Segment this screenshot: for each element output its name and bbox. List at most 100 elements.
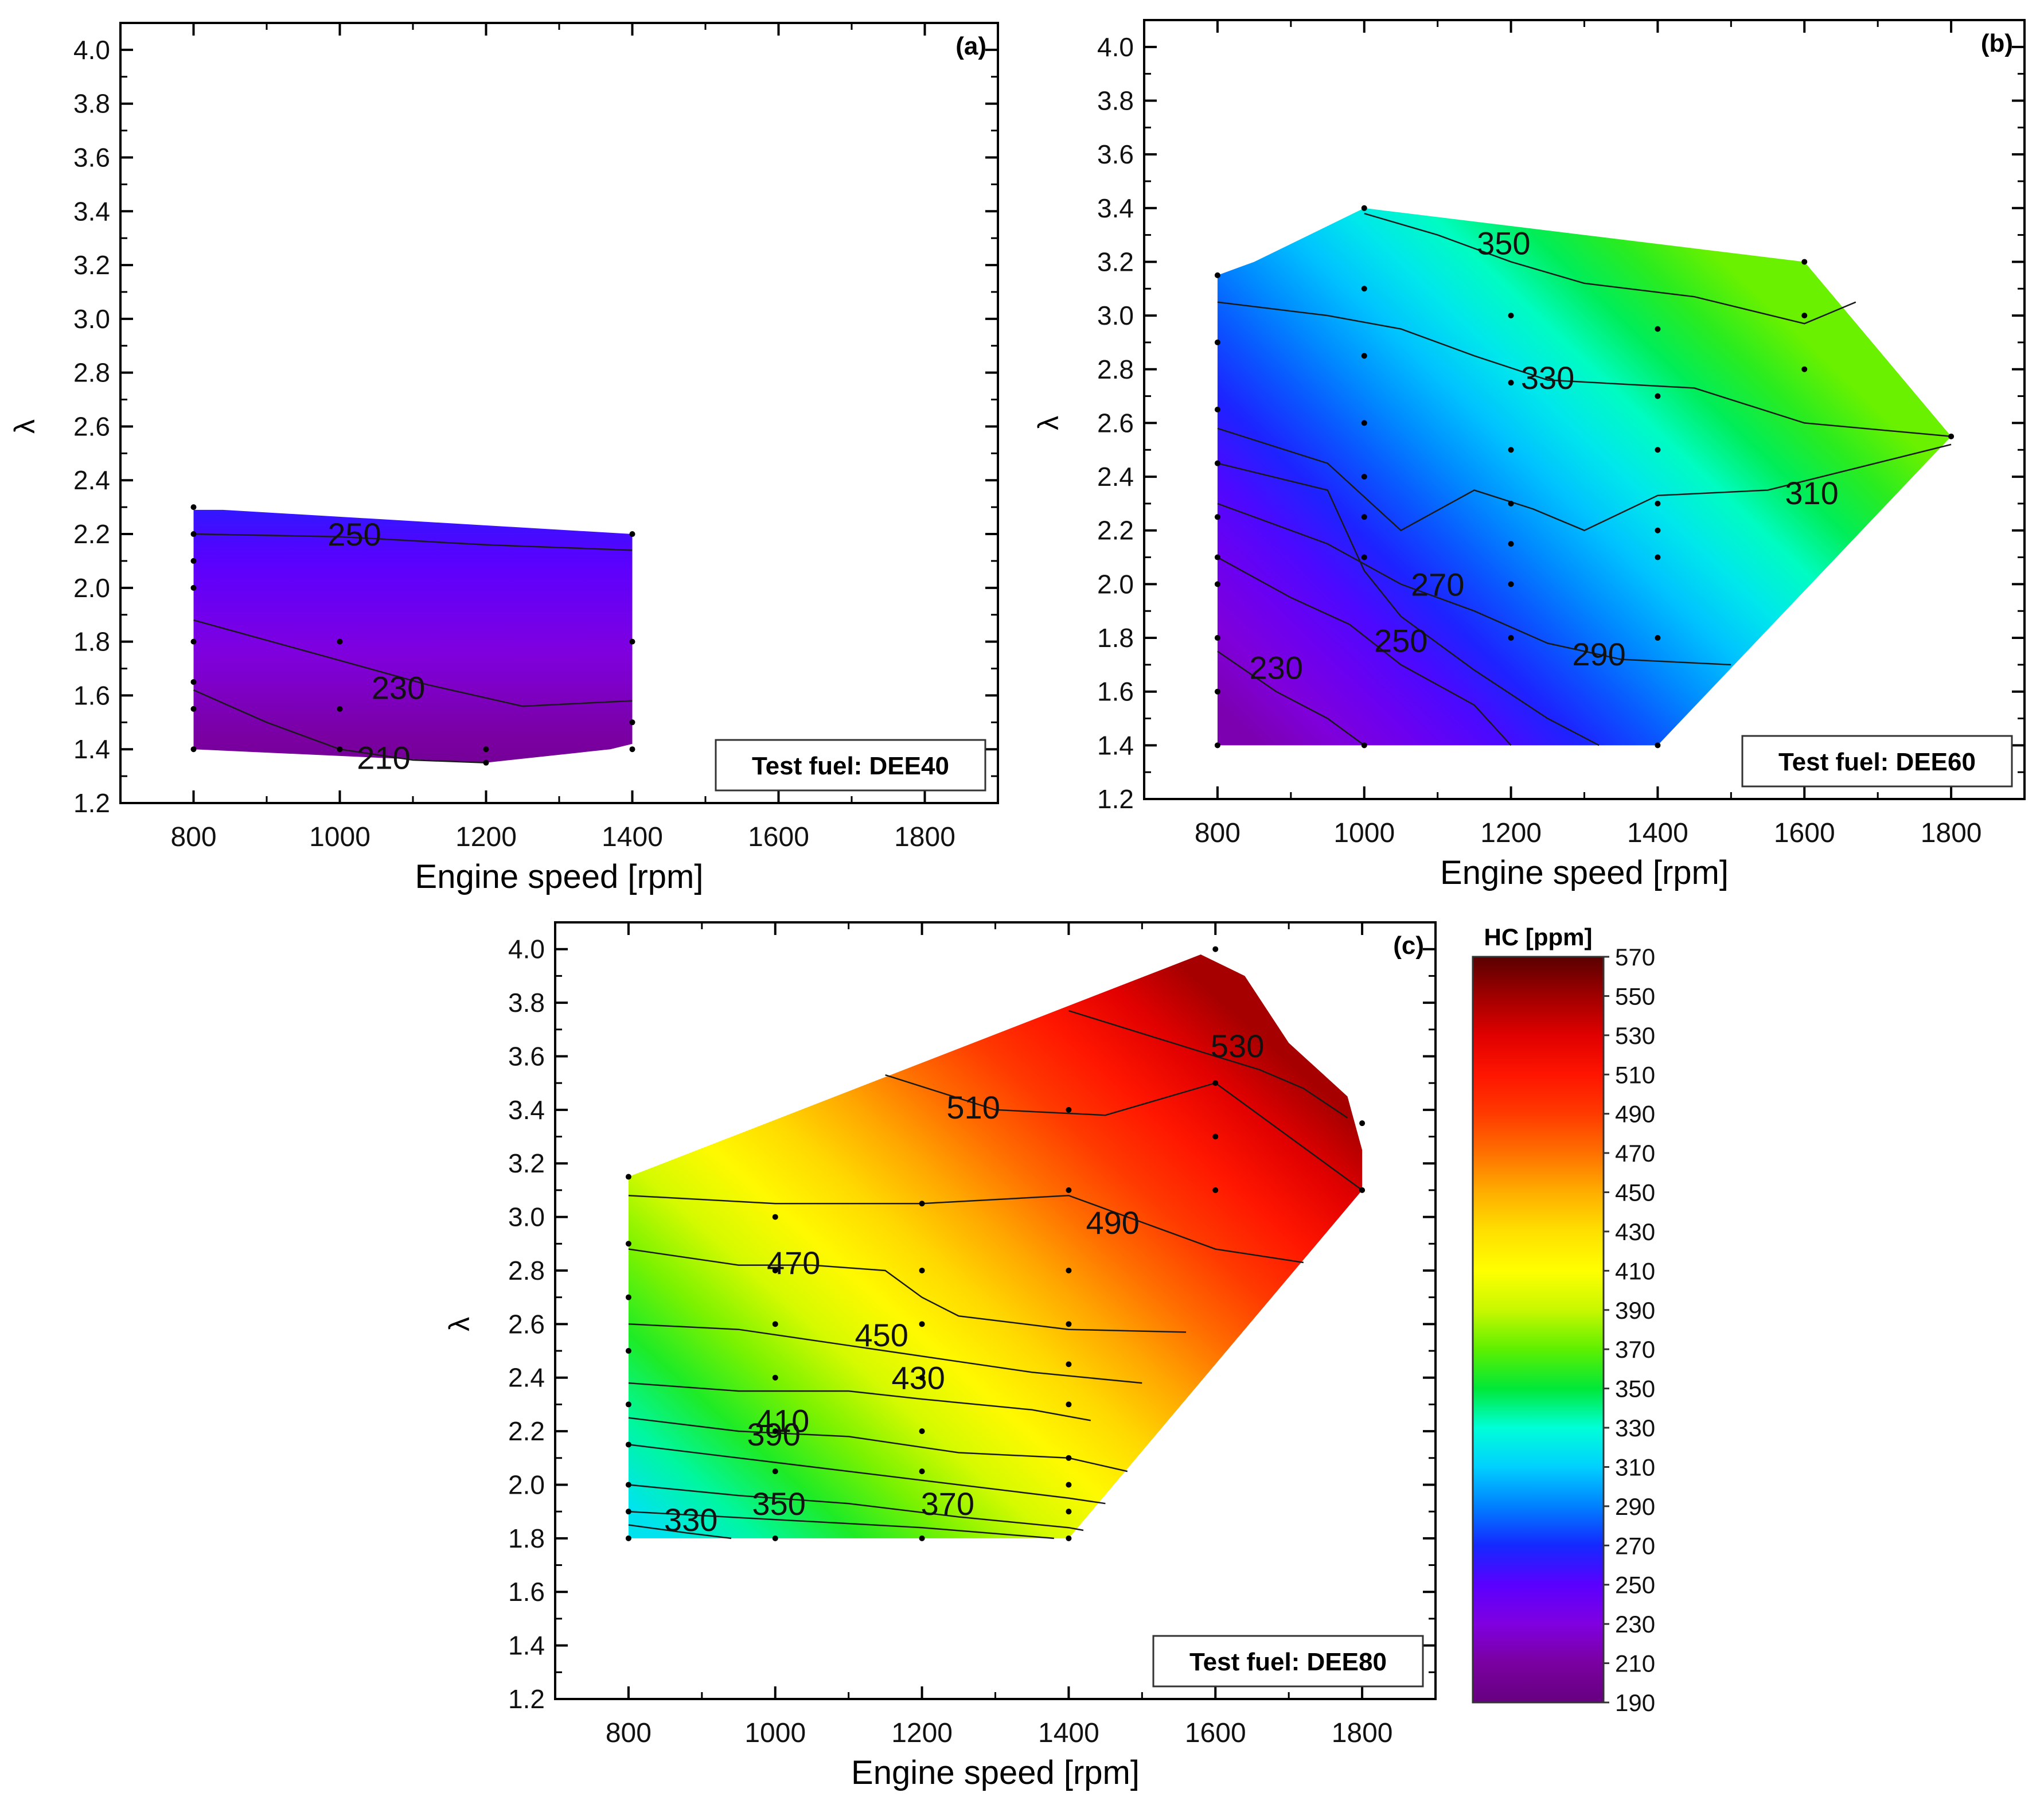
- x-tick-label: 1600: [748, 822, 809, 852]
- colorbar-tick-label: 410: [1615, 1257, 1655, 1284]
- measurement-point: [1066, 1401, 1072, 1408]
- contour-level-label: 310: [1785, 475, 1838, 511]
- contour-level-label: 350: [752, 1486, 805, 1522]
- contour-line: [628, 1510, 1054, 1540]
- x-tick-label: 1200: [891, 1718, 953, 1748]
- y-tick-label: 3.4: [1097, 193, 1134, 223]
- measurement-point: [1361, 353, 1367, 359]
- measurement-point: [1214, 581, 1220, 587]
- y-tick-label: 1.6: [73, 680, 110, 710]
- y-tick-label: 3.0: [508, 1202, 545, 1232]
- measurement-point: [1655, 635, 1661, 641]
- x-axis-title: Engine speed [rpm]: [415, 858, 704, 895]
- measurement-point: [190, 531, 197, 537]
- y-tick-label: 1.4: [73, 734, 110, 764]
- contour-line: [193, 533, 633, 551]
- measurement-point: [919, 1468, 925, 1475]
- measurement-point: [190, 746, 197, 753]
- x-axis-title: Engine speed [rpm]: [1440, 854, 1729, 891]
- x-axis-title: Engine speed [rpm]: [851, 1754, 1140, 1791]
- measurement-point: [1361, 474, 1367, 480]
- y-axis-title: λ: [1032, 416, 1064, 430]
- measurement-point: [629, 531, 635, 537]
- fuel-label: Test fuel: DEE80: [1189, 1648, 1387, 1676]
- measurement-point: [625, 1509, 631, 1515]
- measurement-point: [1655, 742, 1661, 749]
- y-tick-label: 2.6: [1097, 408, 1134, 438]
- measurement-point: [1214, 635, 1220, 641]
- contour-line: [1217, 502, 1731, 666]
- measurement-point: [1066, 1321, 1072, 1327]
- colorbar-legend: HC [ppm] 570 550 530 510 490 470 450 430 410 390 3…: [1472, 924, 1655, 1716]
- measurement-point: [772, 1214, 778, 1220]
- measurement-point: [190, 706, 197, 712]
- measurement-points: [1214, 205, 1955, 749]
- contour-lines: 350 330 310 290 270 250 230: [1217, 213, 1952, 746]
- measurement-point: [1508, 500, 1514, 506]
- measurement-point: [1214, 272, 1220, 278]
- panel-tag: (a): [955, 32, 986, 60]
- measurement-point: [772, 1267, 778, 1273]
- contour-level-label: 410: [756, 1402, 809, 1439]
- measurement-point: [919, 1201, 925, 1207]
- measurement-point: [1214, 554, 1220, 560]
- y-tick-label: 1.6: [1097, 677, 1134, 707]
- contour-line: [1217, 427, 1952, 532]
- measurement-point: [1214, 742, 1220, 749]
- measurement-point: [1508, 635, 1514, 641]
- contour-level-label: 490: [1086, 1205, 1139, 1241]
- measurement-point: [1359, 1120, 1366, 1127]
- contour-region: [193, 509, 633, 763]
- contour-line: [885, 1074, 1363, 1191]
- y-axis-title: λ: [443, 1317, 475, 1331]
- y-tick-label: 3.4: [508, 1095, 545, 1125]
- measurement-point: [629, 746, 635, 753]
- colorbar-tick-label: 330: [1615, 1415, 1655, 1441]
- contour-line: [1217, 556, 1512, 746]
- y-tick-label: 2.8: [73, 358, 110, 388]
- measurement-point: [625, 1401, 631, 1408]
- measurement-point: [1214, 688, 1220, 695]
- y-tick-label: 3.8: [508, 988, 545, 1018]
- fuel-label-box: Test fuel: DEE60: [1741, 735, 2013, 788]
- panel-b: 350 330 310 290 270 250 230 800 1000 1200 1400 160…: [1032, 19, 2026, 891]
- colorbar-ticks: 570 550 530 510 490 470 450 430 410 390 370 350 330 3…: [1604, 944, 1655, 1716]
- y-tick-label: 3.8: [73, 89, 110, 119]
- y-tick-label: 3.6: [508, 1041, 545, 1071]
- contour-line: [1217, 650, 1365, 746]
- contour-level-label: 230: [1250, 650, 1303, 686]
- contour-region: [1217, 208, 1952, 746]
- y-tick-label: 3.0: [1097, 301, 1134, 330]
- x-tick-label: 1400: [602, 822, 663, 852]
- measurement-point: [1655, 554, 1661, 560]
- measurement-point: [1361, 420, 1367, 426]
- contour-level-label: 230: [372, 669, 425, 706]
- y-tick-label: 1.4: [1097, 730, 1134, 760]
- colorbar-tick-label: 190: [1615, 1689, 1655, 1716]
- y-tick-label: 2.8: [1097, 354, 1134, 384]
- colorbar-tick-label: 390: [1615, 1297, 1655, 1324]
- measurement-point: [919, 1428, 925, 1435]
- measurement-point: [625, 1241, 631, 1247]
- contour-line: [628, 1323, 1142, 1384]
- colorbar-tick-label: 450: [1615, 1179, 1655, 1206]
- axes: 800 1000 1200 1400 1600 1800 1.2 1.4 1.6 1.8 2.0 2.…: [508, 921, 1437, 1748]
- measurement-point: [1066, 1455, 1072, 1461]
- y-tick-label: 2.0: [1097, 569, 1134, 599]
- y-tick-label: 1.6: [508, 1577, 545, 1607]
- measurement-point: [1066, 1361, 1072, 1367]
- measurement-point: [1212, 1187, 1219, 1193]
- contour-level-label: 430: [891, 1360, 945, 1396]
- measurement-point: [625, 1348, 631, 1354]
- contour-level-label: 510: [946, 1089, 1000, 1125]
- x-tick-label: 800: [606, 1718, 652, 1748]
- y-tick-label: 3.0: [73, 304, 110, 334]
- contour-level-label: 350: [1477, 225, 1530, 262]
- measurement-point: [1655, 393, 1661, 399]
- y-tick-label: 3.2: [73, 250, 110, 280]
- colorbar-tick-label: 230: [1615, 1611, 1655, 1638]
- measurement-point: [1066, 1267, 1072, 1273]
- y-tick-label: 2.4: [1097, 462, 1134, 492]
- x-tick-label: 1000: [1333, 818, 1395, 848]
- x-tick-label: 1600: [1185, 1718, 1246, 1748]
